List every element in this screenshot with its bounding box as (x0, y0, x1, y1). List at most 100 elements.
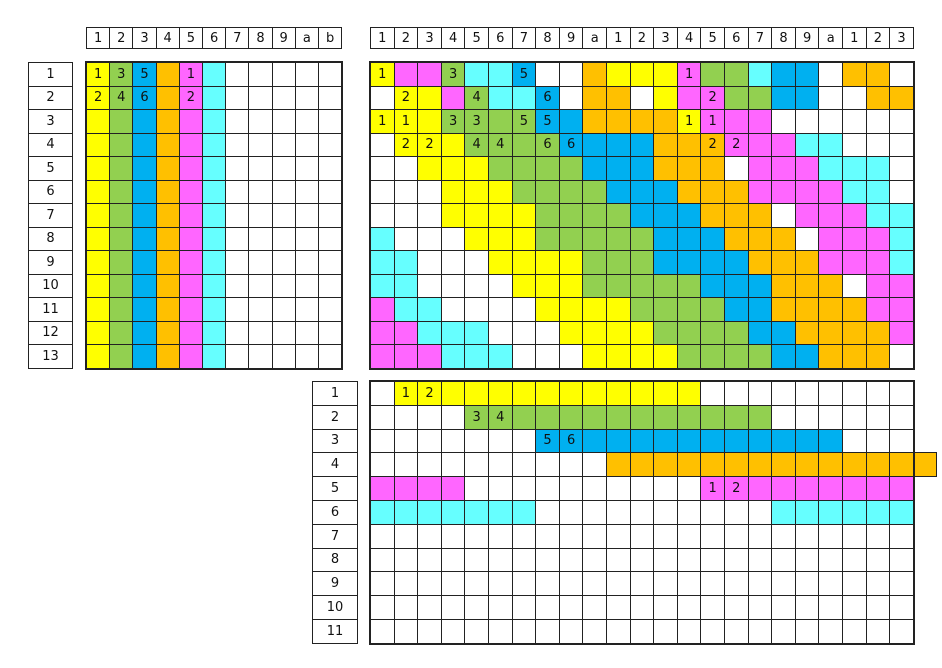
right-grid-cell (488, 203, 513, 228)
bottom-grid-cell (889, 571, 914, 597)
right-grid-cell (488, 297, 513, 322)
bottom-grid-cell (440, 476, 466, 501)
left-grid-col-label: 2 (109, 27, 134, 49)
bottom-grid-cell (747, 500, 773, 525)
left-grid-cell (178, 226, 203, 251)
right-grid-cell (771, 226, 796, 251)
left-grid-cell (318, 62, 343, 87)
right-grid-cell (747, 203, 773, 228)
bottom-grid-cell: 1 (700, 476, 725, 501)
right-grid-cell (488, 226, 513, 251)
right-grid-cell (464, 156, 489, 181)
right-grid-cell (606, 203, 631, 228)
bottom-grid-cell (771, 452, 796, 478)
left-grid-cell (155, 156, 180, 181)
right-grid-cell (676, 132, 702, 157)
bottom-grid-cell (629, 452, 655, 478)
bottom-grid-cell (724, 619, 749, 644)
bottom-grid-cell (370, 500, 395, 525)
right-grid-cell (747, 344, 773, 369)
left-grid-cell (318, 179, 343, 204)
left-grid-cell (109, 156, 134, 181)
right-grid-cell (417, 109, 442, 134)
left-grid-row-label: 8 (28, 226, 73, 251)
left-grid-cell (271, 85, 296, 110)
left-grid-cell: 6 (132, 85, 157, 110)
bottom-grid-cell (676, 571, 702, 597)
bottom-grid-cell (842, 381, 867, 406)
bottom-grid-cell (629, 619, 655, 644)
bottom-grid-cell (653, 523, 678, 549)
left-grid-cell (294, 297, 319, 322)
left-grid-cell (202, 132, 227, 157)
left-grid-cell (86, 297, 111, 322)
right-grid-cell (865, 250, 891, 275)
right-grid-cell (582, 273, 607, 298)
right-grid-cell (865, 297, 891, 322)
left-grid-cell (86, 320, 111, 345)
right-grid-cell (653, 250, 678, 275)
right-grid-cell (653, 109, 678, 134)
right-grid-cell (629, 226, 655, 251)
bottom-grid-cell-number: 3 (472, 409, 481, 425)
right-grid-cell (606, 250, 631, 275)
right-grid-cell (653, 203, 678, 228)
right-grid-cell: 6 (535, 85, 560, 110)
bottom-grid-cell (535, 381, 560, 406)
bottom-grid-cell (370, 452, 395, 478)
right-grid-cell (794, 203, 820, 228)
bottom-grid-cell (676, 381, 702, 406)
bottom-grid-cell (393, 523, 419, 549)
bottom-grid-cell (889, 500, 914, 525)
right-grid-cell-number: 5 (519, 66, 529, 82)
bottom-grid-cell (488, 476, 513, 501)
left-grid-cell (178, 109, 203, 134)
right-grid-cell (842, 250, 867, 275)
right-grid-cell (417, 273, 442, 298)
right-grid-cell (606, 297, 631, 322)
right-grid-cell (393, 62, 419, 87)
left-grid-cell (202, 344, 227, 369)
right-grid-cell (370, 250, 395, 275)
bottom-grid-cell (393, 476, 419, 501)
bottom-grid-cell (511, 500, 537, 525)
right-grid-cell (464, 226, 489, 251)
right-grid-cell (558, 179, 584, 204)
bottom-grid-cell (440, 571, 466, 597)
left-grid-cell (178, 156, 203, 181)
bottom-grid-row-label: 7 (312, 523, 358, 549)
right-grid-cell (747, 320, 773, 345)
left-grid-col-label: 9 (271, 27, 296, 49)
right-grid-cell (535, 250, 560, 275)
left-grid-cell (318, 156, 343, 181)
right-grid-cell (747, 250, 773, 275)
bottom-grid-cell (417, 547, 442, 573)
left-grid-cell (86, 156, 111, 181)
right-grid-cell (417, 62, 442, 87)
left-grid-cell-number: 2 (186, 90, 196, 106)
bottom-grid-cell (488, 619, 513, 644)
left-grid-col-label: a (294, 27, 319, 49)
bottom-grid-cell (535, 452, 560, 478)
left-grid-cell (86, 250, 111, 275)
right-grid-cell (464, 62, 489, 87)
right-grid-cell (818, 273, 843, 298)
left-grid-cell (294, 85, 319, 110)
left-grid-cell (318, 250, 343, 275)
left-grid-cell (155, 109, 180, 134)
bottom-grid-cell (724, 595, 749, 620)
bottom-grid-cell: 3 (464, 404, 489, 430)
right-grid-cell: 2 (393, 85, 419, 110)
right-grid-cell (582, 132, 607, 157)
left-grid-cell (248, 62, 273, 87)
left-grid-cell (132, 179, 157, 204)
right-grid-cell (865, 156, 891, 181)
right-grid-cell (370, 226, 395, 251)
bottom-grid-cell (393, 571, 419, 597)
right-grid-cell-number: 2 (708, 90, 717, 106)
right-grid-cell (464, 344, 489, 369)
right-grid-cell-number: 5 (543, 113, 552, 129)
bottom-grid-cell (794, 523, 820, 549)
bottom-grid-cell (865, 571, 891, 597)
